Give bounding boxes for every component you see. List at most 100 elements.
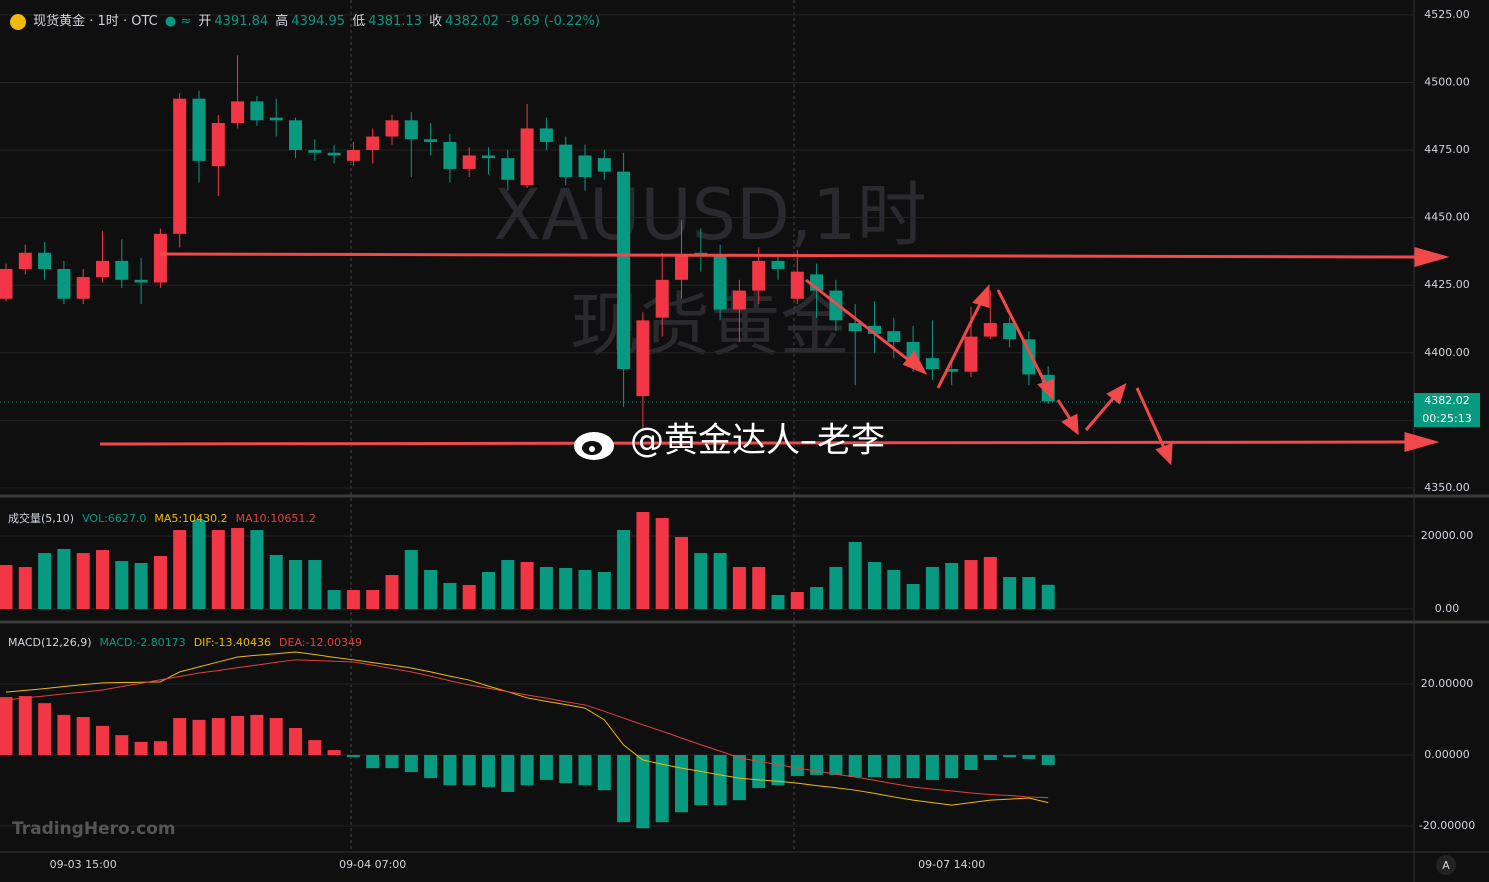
y-tick-label: 0.00 [1435, 602, 1460, 615]
volume-bar [945, 563, 959, 609]
candle-body [559, 144, 573, 178]
volume-bar [0, 565, 13, 609]
macd-bar [925, 755, 939, 780]
candle-body [790, 271, 804, 299]
volume-bar [153, 556, 167, 609]
volume-bar [617, 530, 631, 609]
candle-body [868, 325, 881, 334]
legend-item: DIF:-13.40436 [193, 636, 272, 649]
volume-bar [366, 590, 380, 609]
last-price: 4382.02 [1424, 394, 1470, 407]
candle-body [38, 252, 52, 269]
candle-body [636, 320, 650, 397]
legend-item: MACD(12,26,9) [8, 636, 92, 649]
volume-bar [964, 560, 978, 609]
volume-bar [211, 530, 225, 609]
candle-body [655, 279, 669, 318]
volume-bar [810, 586, 824, 609]
volume-bar [752, 566, 766, 609]
volume-bar [925, 566, 939, 609]
macd-bar [636, 755, 650, 829]
candle-body [346, 150, 360, 161]
macd-line [5, 651, 1049, 806]
volume-bar [424, 569, 438, 609]
macd-bar [848, 755, 862, 778]
macd-line [5, 659, 1049, 799]
candle-body [501, 158, 515, 180]
candle-body [308, 150, 322, 153]
volume-bar [771, 594, 785, 609]
macd-bar [57, 714, 71, 756]
macd-bar [655, 755, 669, 823]
macd-bar [945, 755, 959, 779]
volume-bar [983, 556, 997, 609]
volume-bar [655, 518, 669, 609]
candle-body [482, 155, 495, 159]
macd-bar [250, 714, 264, 756]
macd-bar [559, 755, 573, 784]
volume-bar [346, 590, 360, 609]
candle-body [597, 158, 611, 172]
macd-bar [539, 755, 553, 780]
candle-body [192, 98, 206, 161]
macd-bar [385, 755, 399, 769]
candle-body [76, 277, 90, 299]
macd-bar [96, 725, 109, 756]
volume-bar [482, 571, 495, 609]
volume-bar [134, 563, 148, 609]
auto-scale-label[interactable]: A [1442, 859, 1450, 872]
candle-body [1003, 323, 1017, 340]
macd-bar [983, 755, 997, 760]
volume-bar [192, 520, 206, 609]
candle-body [269, 117, 283, 121]
macd-bar [462, 755, 476, 786]
macd-bar [366, 755, 380, 769]
ohlc-value: 4391.84 [214, 14, 269, 29]
macd-bar [868, 755, 881, 778]
annotations [99, 247, 1450, 466]
candle-body [115, 260, 129, 280]
volume-bar [38, 553, 52, 609]
macd-bar [771, 755, 785, 786]
legend-item: 成交量(5,10) [8, 512, 75, 525]
volume-bar [1022, 576, 1036, 609]
y-tick-label: 4475.00 [1424, 143, 1470, 156]
brand: TradingHero.com [12, 819, 176, 839]
candle-body [520, 128, 534, 186]
macd-bar [810, 755, 824, 775]
macd-bar [617, 755, 631, 823]
candle-body [289, 120, 302, 151]
volume-bar [868, 561, 881, 609]
macd-bar [346, 755, 360, 758]
macd-bar [906, 755, 920, 779]
volume-bar [250, 530, 264, 609]
candle-body [231, 101, 245, 124]
candle-body [211, 123, 225, 167]
y-tick-label: 4400.00 [1424, 346, 1470, 359]
volume-bar [713, 553, 727, 609]
volume-bar [636, 511, 650, 609]
volume-bar [385, 574, 399, 609]
y-tick-label: 4500.00 [1424, 75, 1470, 88]
macd-bar [1022, 755, 1036, 759]
volume-bar [848, 541, 862, 609]
volume-bar [96, 550, 109, 609]
volume-bar [462, 584, 476, 609]
ohlc-label: 开 [198, 14, 212, 29]
macd-bar [211, 718, 225, 756]
auto-scale-button[interactable] [1436, 855, 1456, 875]
candle-body [134, 279, 148, 283]
volume-bar [732, 566, 746, 609]
symbol-title: 现货黄金 · 1时 · OTC [33, 14, 158, 29]
candle-body [385, 120, 399, 137]
macd-bar [1003, 755, 1017, 758]
ohlc-value: 4382.02 [445, 14, 499, 29]
last-price-tag [1414, 393, 1480, 410]
macd-bar [308, 740, 322, 756]
countdown-tag [1414, 410, 1480, 427]
x-tick-label: 09-04 07:00 [339, 858, 406, 871]
volume-bar [887, 569, 901, 609]
candle-body [713, 255, 727, 310]
